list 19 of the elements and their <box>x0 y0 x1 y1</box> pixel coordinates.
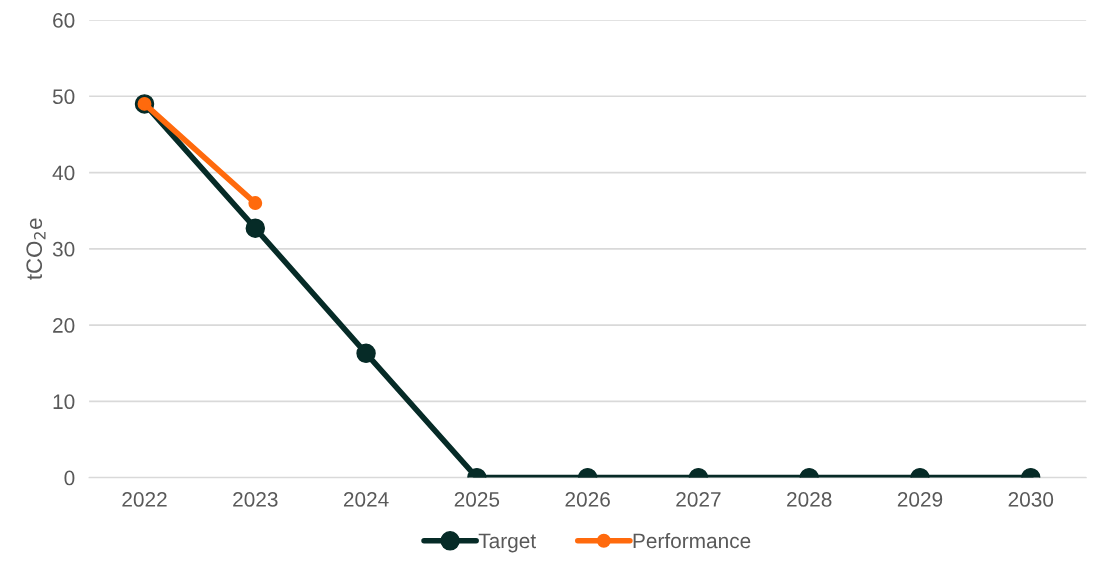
x-tick-label: 2028 <box>787 492 832 507</box>
y-tick-label: 0 <box>64 470 75 486</box>
x-tick-label: 2025 <box>454 492 500 507</box>
x-tick-label: 2026 <box>565 492 610 507</box>
x-tick-label: 2027 <box>676 492 721 507</box>
y-tick-label: 60 <box>53 13 75 28</box>
y-tick-label: 40 <box>52 165 75 181</box>
x-tick-label: 2022 <box>122 492 167 507</box>
y-tick-label: 20 <box>53 318 75 333</box>
y-tick-label: 10 <box>53 394 75 410</box>
legend-label: Performance <box>633 533 751 549</box>
y-tick-label: 30 <box>52 241 75 257</box>
legend-label: Target <box>478 533 536 553</box>
x-tick-label: 2030 <box>1008 492 1054 507</box>
y-axis-title: tCO$_{2}$e <box>26 218 46 280</box>
x-tick-label: 2029 <box>897 492 943 507</box>
x-tick-label: 2024 <box>343 492 389 507</box>
y-tick-label: 50 <box>52 89 75 105</box>
x-tick-label: 2023 <box>233 492 278 507</box>
